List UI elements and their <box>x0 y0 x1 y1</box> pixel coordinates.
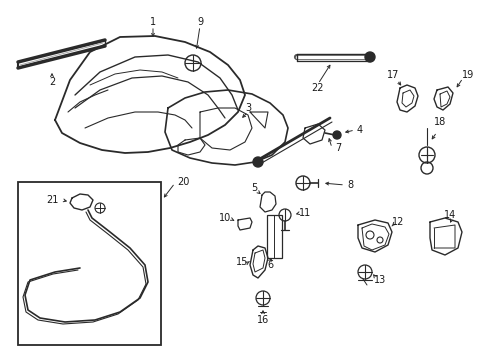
Text: 4: 4 <box>356 125 362 135</box>
Text: 15: 15 <box>235 257 248 267</box>
Text: 19: 19 <box>461 70 473 80</box>
Text: 18: 18 <box>433 117 445 127</box>
Text: 8: 8 <box>346 180 352 190</box>
Circle shape <box>364 52 374 62</box>
Text: 1: 1 <box>150 17 156 27</box>
Bar <box>18 182 161 345</box>
Text: 9: 9 <box>197 17 203 27</box>
Text: 11: 11 <box>298 208 310 218</box>
Text: 22: 22 <box>311 83 324 93</box>
Text: 16: 16 <box>256 315 268 325</box>
Circle shape <box>332 131 340 139</box>
Circle shape <box>252 157 263 167</box>
Text: 13: 13 <box>373 275 386 285</box>
Text: 21: 21 <box>46 195 58 205</box>
Text: 14: 14 <box>443 210 455 220</box>
Text: 20: 20 <box>177 177 189 187</box>
Text: 17: 17 <box>386 70 398 80</box>
Text: 2: 2 <box>49 77 55 87</box>
Text: 12: 12 <box>391 217 404 227</box>
Bar <box>266 215 282 258</box>
Text: 5: 5 <box>250 183 257 193</box>
Text: 10: 10 <box>219 213 231 223</box>
Text: 6: 6 <box>266 260 272 270</box>
Text: 3: 3 <box>244 103 250 113</box>
Text: 7: 7 <box>334 143 341 153</box>
